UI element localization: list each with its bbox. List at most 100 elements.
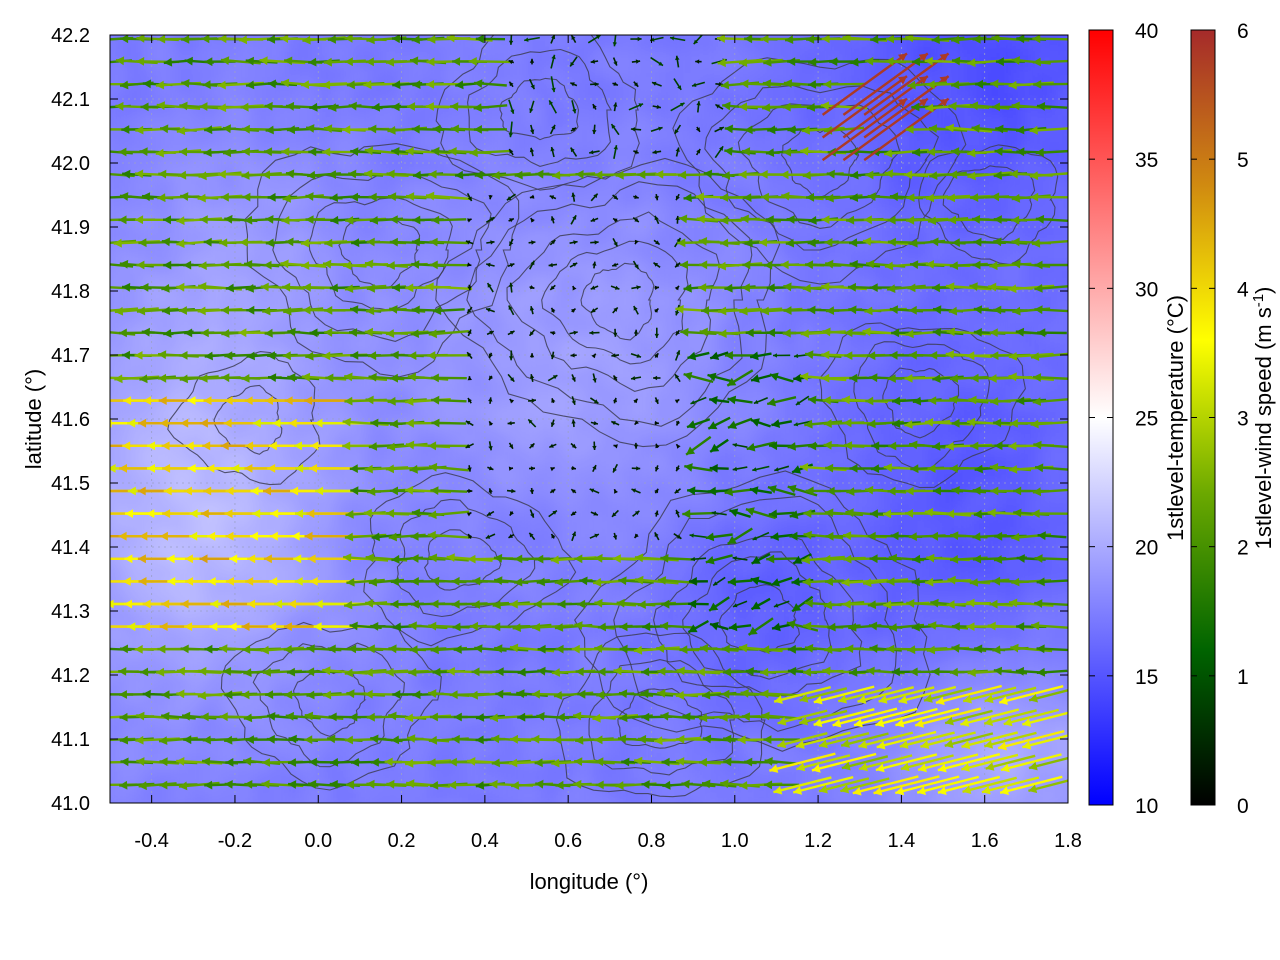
wind-vector-head: [243, 756, 252, 766]
wind-vector-head: [819, 739, 828, 749]
wind-vector-head: [911, 577, 920, 587]
wind-vector-head: [408, 351, 417, 360]
wind-vector-head: [995, 57, 1004, 67]
wind-vector-head: [617, 734, 627, 744]
wind-vector-head: [495, 667, 504, 677]
wind-vector-head: [511, 781, 520, 790]
wind-vector-head: [387, 396, 396, 406]
wind-vector-head: [911, 57, 920, 67]
wind-vector-head: [452, 622, 461, 632]
wind-vector-head: [1011, 101, 1020, 111]
wind-vector-head: [308, 57, 317, 67]
wind-vector-head: [727, 395, 737, 405]
wind-vector-head: [486, 511, 492, 516]
wind-vector-head: [670, 36, 675, 41]
wind-vector-head: [805, 486, 814, 496]
wind-vector-shaft: [984, 686, 1037, 703]
wind-vector-head: [163, 329, 172, 338]
wind-vector-head: [570, 147, 575, 153]
wind-vector-head: [309, 328, 318, 338]
x-tick-label: 0.2: [388, 830, 416, 852]
wind-vector-head: [654, 353, 659, 358]
wind-vector-head: [633, 329, 639, 334]
wind-vector-head: [122, 169, 131, 179]
wind-vector-head: [285, 711, 294, 721]
wind-vector-head: [350, 486, 359, 496]
wind-vector-head: [411, 35, 420, 44]
wind-vector-head: [364, 668, 373, 677]
wind-vector-head: [699, 260, 708, 270]
wind-vector-head: [970, 441, 979, 451]
wind-vector-shaft: [799, 709, 848, 725]
wind-vector-head: [315, 486, 324, 496]
wind-vector-head: [969, 578, 979, 587]
wind-vector-head: [962, 785, 972, 794]
wind-vector-head: [262, 170, 270, 180]
wind-vector-head: [159, 622, 168, 631]
wind-vector-head: [368, 351, 377, 361]
wind-vector-head: [594, 553, 603, 563]
wind-vector-head: [180, 192, 189, 201]
wind-vector-shaft: [960, 708, 1020, 726]
wind-vector-head: [516, 689, 525, 699]
wind-vector-head: [765, 148, 775, 157]
wind-vector-head: [142, 622, 151, 631]
wind-vector-head: [221, 373, 230, 383]
wind-vector-head: [198, 282, 207, 291]
wind-vector-head: [489, 779, 498, 789]
wind-vector-head: [654, 532, 659, 537]
wind-vector-head: [557, 599, 566, 609]
wind-vector-head: [159, 780, 168, 790]
wind-vector-head: [825, 531, 834, 541]
contour-line: [704, 84, 940, 251]
wind-vector-head: [591, 308, 596, 313]
wind-vector-head: [732, 556, 737, 561]
wind-vector-head: [427, 530, 436, 540]
wind-vector-head: [1009, 419, 1018, 428]
wind-vector-shaft: [875, 707, 938, 727]
wind-vector-head: [264, 101, 273, 111]
contour-line: [653, 534, 863, 697]
wind-vector-head: [302, 305, 311, 315]
wind-vector-head: [156, 101, 165, 110]
contour-line: [499, 77, 580, 141]
wind-vector-head: [323, 690, 332, 700]
wind-vector-head: [228, 622, 237, 631]
wind-vector-head: [486, 307, 491, 313]
wind-vector-head: [406, 734, 416, 743]
wind-vector-head: [698, 237, 708, 246]
wind-vector-head: [739, 306, 748, 316]
wind-vector-head: [446, 35, 455, 43]
wind-vector-head: [760, 689, 769, 699]
x-tick-label: 0.0: [304, 830, 332, 852]
wind-vector-head: [787, 442, 796, 451]
wind-vector-head: [767, 125, 776, 135]
wind-vector-head: [591, 353, 596, 359]
wind-vector-head: [201, 35, 210, 44]
wind-vector-head: [392, 622, 401, 632]
wind-vector-head: [990, 486, 999, 496]
wind-vector-head: [508, 282, 514, 287]
wind-vector-head: [286, 125, 295, 135]
wind-vector-head: [267, 464, 276, 473]
wind-vector-head: [703, 169, 713, 179]
wind-vector-head: [305, 351, 314, 361]
wind-vector-head: [710, 621, 719, 631]
wind-vector-head: [310, 441, 319, 451]
wind-vector-head: [675, 304, 684, 314]
wind-vector-head: [252, 509, 261, 518]
wind-vector-shaft: [937, 775, 1000, 794]
wind-vector-head: [680, 327, 689, 337]
wind-vector-head: [795, 740, 805, 749]
wind-vector-head: [968, 395, 977, 405]
wind-vector-head: [554, 577, 563, 587]
wind-vector-head: [508, 40, 514, 45]
wind-vector-head: [593, 399, 599, 404]
contour-line: [719, 584, 800, 653]
wind-vector-head: [898, 53, 907, 62]
wind-vector-head: [364, 169, 373, 179]
wind-vector-head: [486, 262, 491, 268]
wind-vector-head: [869, 283, 878, 292]
wind-vector-head: [1034, 260, 1043, 270]
wind-vector-head: [163, 57, 173, 67]
